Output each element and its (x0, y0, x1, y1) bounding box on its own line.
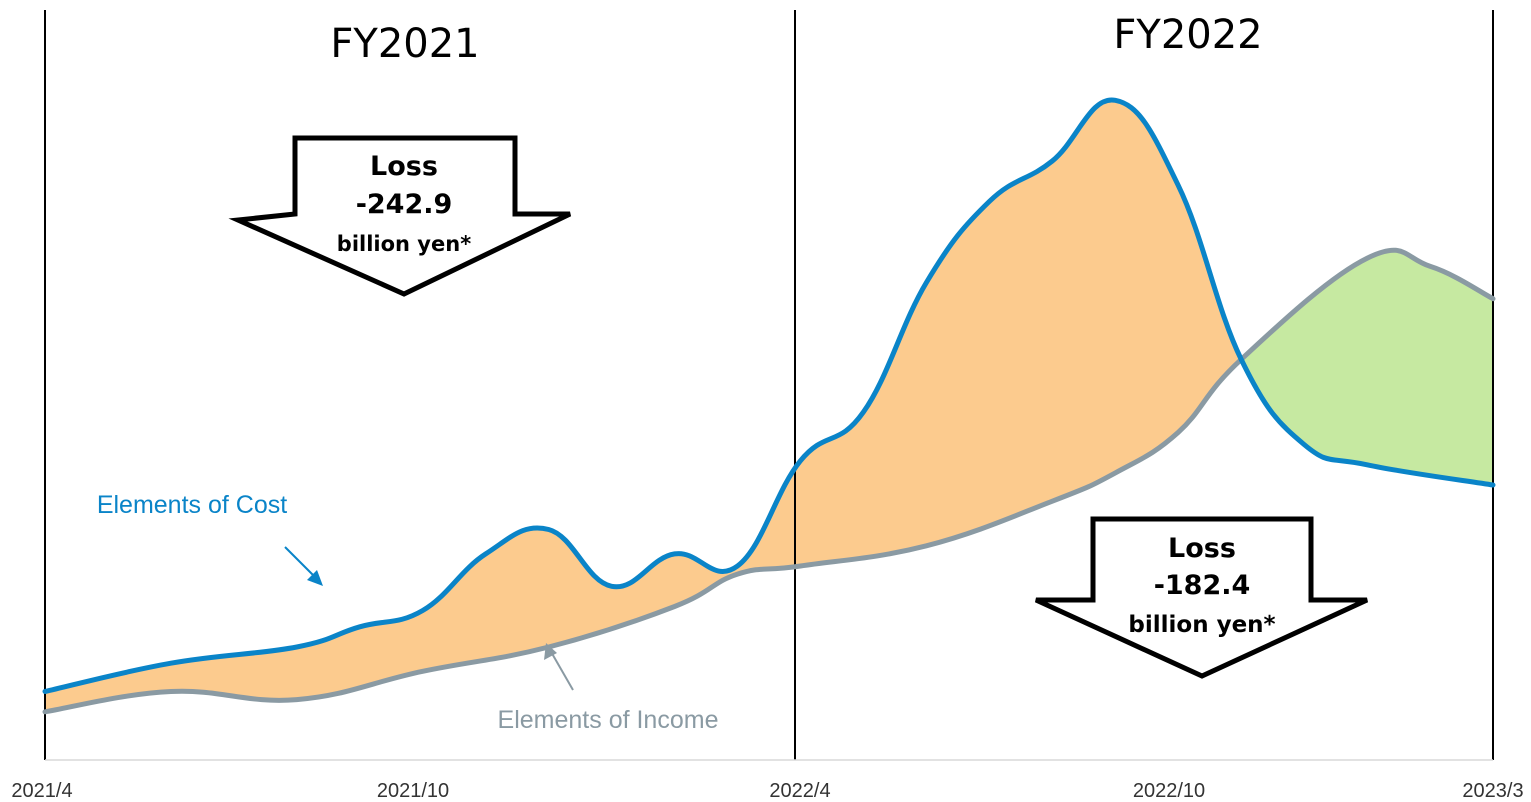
x-tick-label: 2021/4 (11, 780, 72, 802)
series-line-elements-of-income (42, 247, 1496, 715)
loss-value: -182.4 (1154, 570, 1251, 601)
loss-title: Loss (1168, 533, 1236, 564)
down-arrow-icon (1034, 516, 1369, 679)
period-title-fy2022: FY2022 (1113, 12, 1262, 58)
loss-callout-fy2022: Loss -182.4 billion yen* (1034, 516, 1369, 679)
loss-title: Loss (370, 151, 438, 182)
down-arrow-icon (228, 135, 572, 297)
series-label-elements-of-income: Elements of Income (498, 706, 719, 734)
loss-value: -242.9 (356, 189, 453, 220)
pointer-arrowhead-icon (544, 643, 557, 660)
x-tick-label: 2022/10 (1133, 780, 1205, 802)
x-tick-label: 2023/3 (1462, 780, 1523, 802)
loss-area (45, 100, 1493, 712)
series-label-elements-of-cost: Elements of Cost (97, 491, 287, 519)
pointer-arrowhead-icon (307, 570, 323, 586)
loss-callout-fy2021: Loss -242.9 billion yen* (228, 135, 572, 297)
loss-unit: billion yen* (337, 232, 471, 256)
pointer-arrow-icon (549, 649, 574, 691)
x-tick-label: 2021/10 (377, 780, 449, 802)
x-axis-ticks: 2021/4 2021/10 2022/4 2022/10 2023/3 (11, 780, 1523, 802)
period-title-fy2021: FY2021 (330, 21, 479, 67)
series-line-elements-of-cost (42, 97, 1496, 694)
x-tick-label: 2022/4 (769, 780, 830, 802)
loss-unit: billion yen* (1128, 612, 1275, 638)
